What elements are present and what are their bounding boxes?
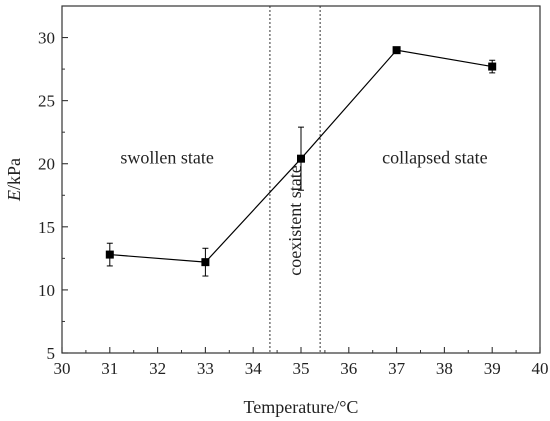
y-axis-title-unit: /kPa — [4, 158, 24, 190]
x-tick-label: 30 — [54, 359, 71, 378]
plot-area: 30 31 32 33 34 35 36 37 38 39 40 5 10 15 20 25 30 swollen… — [38, 5, 549, 378]
annotation-label: collapsed state — [382, 148, 487, 168]
x-tick-label: 34 — [245, 359, 263, 378]
y-axis-title-symbol: E — [4, 190, 24, 202]
x-tick-label: 40 — [532, 359, 549, 378]
data-point — [392, 46, 401, 55]
y-tick-label: 10 — [38, 281, 55, 300]
x-tick-label: 33 — [197, 359, 214, 378]
annotation-label: coexistent state — [285, 165, 305, 275]
x-tick-label: 36 — [340, 359, 357, 378]
x-axis-title: Temperature/°C — [244, 397, 359, 417]
y-tick-label: 5 — [47, 344, 56, 363]
y-axis-title: E/kPa — [4, 158, 24, 202]
data-point — [201, 258, 210, 267]
annotation-label: swollen state — [120, 148, 213, 168]
y-tick-label: 25 — [38, 92, 55, 111]
x-tick-label: 39 — [484, 359, 501, 378]
data-point — [105, 250, 114, 259]
y-tick-label: 20 — [38, 155, 55, 174]
x-tick-label: 37 — [388, 359, 406, 378]
x-tick-label: 32 — [149, 359, 166, 378]
x-tick-label: 35 — [293, 359, 310, 378]
x-tick-label: 31 — [101, 359, 118, 378]
data-point — [488, 62, 497, 71]
y-tick-label: 30 — [38, 29, 55, 48]
y-tick-label: 15 — [38, 218, 55, 237]
x-tick-label: 38 — [436, 359, 453, 378]
data-point — [297, 154, 305, 163]
